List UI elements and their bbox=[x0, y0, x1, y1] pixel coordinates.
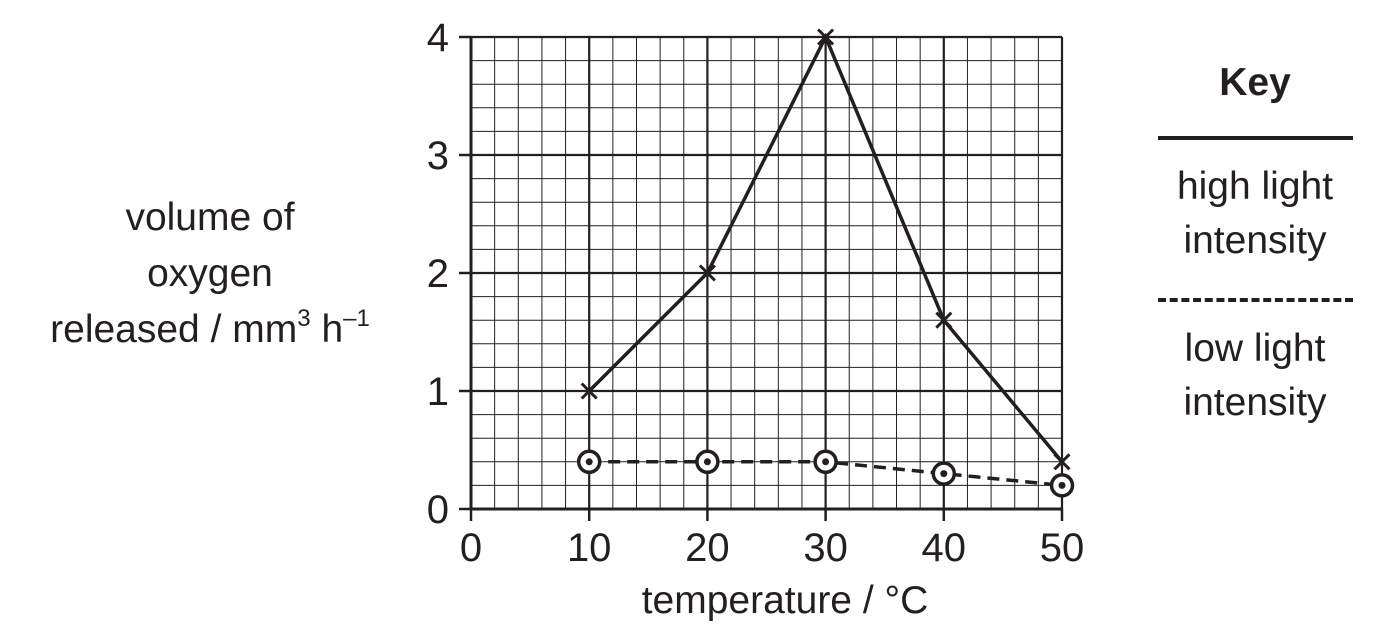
y-tick-label: 1 bbox=[427, 370, 449, 414]
data-point-high-light bbox=[935, 311, 953, 329]
y-axis-label-prefix: released bbox=[50, 308, 200, 351]
x-tick-label: 40 bbox=[922, 526, 967, 570]
data-point-cross-stroke bbox=[580, 382, 598, 400]
data-point-low-light bbox=[813, 449, 838, 475]
data-point-high-light bbox=[817, 28, 835, 46]
data-point-dot bbox=[940, 470, 948, 478]
data-point-low-light bbox=[695, 449, 720, 475]
data-point-low-light bbox=[1049, 473, 1075, 498]
data-point-high-light bbox=[1053, 453, 1071, 471]
legend-item-high-light-line-1: high light bbox=[1176, 165, 1334, 208]
y-tick-label: 3 bbox=[427, 134, 449, 178]
data-point-cross-stroke bbox=[698, 264, 716, 282]
data-point-dot bbox=[1058, 481, 1066, 489]
x-tick-label: 10 bbox=[567, 526, 612, 570]
x-axis-label: temperature / °C bbox=[641, 579, 929, 622]
data-point-high-light bbox=[580, 382, 598, 400]
x-tick-label: 20 bbox=[685, 526, 730, 570]
y-axis-unit-tail-exponent: –1 bbox=[343, 305, 370, 332]
legend-item-high-light-line-2: intensity bbox=[1183, 219, 1327, 262]
data-point-low-light bbox=[931, 461, 957, 486]
y-axis-label: volume of oxygen released / mm3 h–1 bbox=[0, 190, 420, 358]
x-tick-label: 30 bbox=[803, 526, 848, 570]
data-point-cross-stroke bbox=[817, 28, 835, 46]
x-axis-label-unit: °C bbox=[884, 579, 929, 622]
y-axis-label-line-3: released / mm3 h–1 bbox=[50, 305, 370, 352]
x-tick-label: 50 bbox=[1040, 526, 1085, 570]
legend-title: Key bbox=[1219, 61, 1291, 104]
legend-dashed-line-swatch bbox=[1157, 298, 1353, 302]
y-axis-label-line-2: oxygen bbox=[147, 252, 273, 295]
legend-solid-line-swatch bbox=[1157, 136, 1353, 140]
y-tick-label: 2 bbox=[427, 252, 449, 296]
x-axis-label-text: temperature bbox=[641, 579, 852, 622]
y-tick-label: 4 bbox=[427, 16, 449, 60]
data-point-low-light bbox=[576, 449, 602, 475]
legend-item-low-light-line-2: intensity bbox=[1183, 381, 1327, 424]
chart-tick-labels: 0 10 20 30 40 50 0 1 2 3 4 bbox=[427, 16, 1085, 570]
chart-axes bbox=[459, 35, 1064, 521]
data-point-dot bbox=[822, 458, 830, 466]
data-point-cross-stroke bbox=[935, 311, 953, 329]
legend-item-low-light: low light intensity bbox=[1155, 322, 1355, 430]
y-axis-unit-base: mm bbox=[232, 308, 298, 351]
y-axis-unit-tail: h bbox=[321, 308, 344, 351]
y-axis-unit-exponent: 3 bbox=[297, 305, 311, 332]
legend: Key high light intensity low light inten… bbox=[1155, 58, 1355, 430]
data-point-high-light bbox=[698, 264, 716, 282]
chart-grid bbox=[469, 35, 1064, 511]
chart-series bbox=[576, 28, 1075, 498]
y-tick-label: 0 bbox=[427, 488, 449, 532]
data-point-dot bbox=[703, 458, 711, 466]
y-axis-label-line-1: volume of bbox=[125, 196, 295, 239]
legend-item-high-light: high light intensity bbox=[1155, 160, 1355, 268]
x-tick-label: 0 bbox=[460, 526, 482, 570]
data-point-cross-stroke bbox=[1053, 453, 1071, 471]
legend-item-low-light-line-1: low light bbox=[1184, 327, 1326, 370]
data-point-dot bbox=[585, 458, 593, 466]
